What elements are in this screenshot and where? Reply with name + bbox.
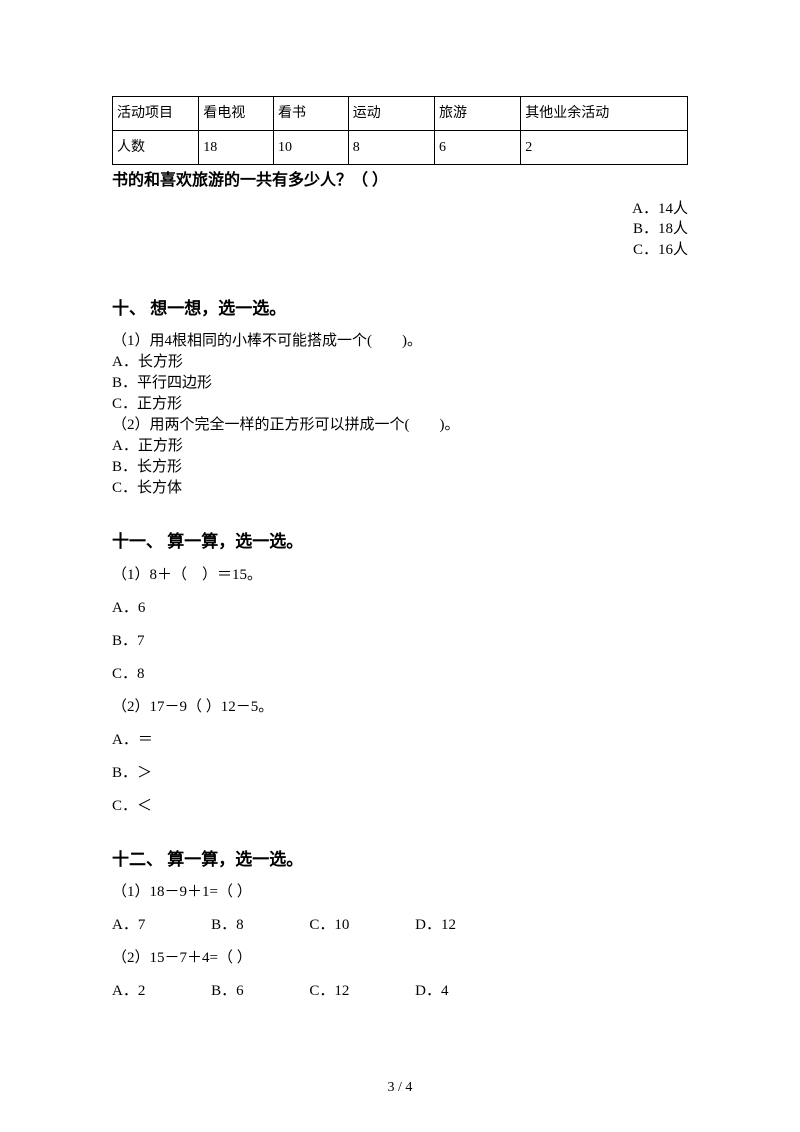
table-cell: 其他业余活动	[521, 97, 688, 131]
option-b: B．6	[211, 981, 244, 1002]
option-c: C．10	[309, 915, 349, 936]
section-10-title: 十、 想一想，选一选。	[112, 296, 688, 322]
question-text: （1）18－9＋1=（ ）	[112, 882, 688, 903]
option-b: B．7	[112, 631, 688, 652]
option-a: A．6	[112, 598, 688, 619]
question-text: （2）15－7＋4=（ ）	[112, 948, 688, 969]
table-cell: 2	[521, 131, 688, 165]
table-row: 活动项目 看电视 看书 运动 旅游 其他业余活动	[113, 97, 688, 131]
option-c: C．8	[112, 664, 688, 685]
answer-options: A．14人 B．18人 C．16人	[112, 199, 688, 260]
section-11-title: 十一、 算一算，选一选。	[112, 529, 688, 555]
option-c: C．12	[309, 981, 349, 1002]
table-cell: 18	[199, 131, 274, 165]
question-text: 书的和喜欢旅游的一共有多少人？（ ）	[112, 169, 688, 193]
option-a: A．2	[112, 981, 145, 1002]
table-cell: 10	[274, 131, 349, 165]
option-b: B．18人	[112, 219, 688, 239]
table-cell: 人数	[113, 131, 199, 165]
question-text: （2）用两个完全一样的正方形可以拼成一个( )。	[112, 415, 688, 436]
table-cell: 运动	[348, 97, 434, 131]
table-cell: 旅游	[435, 97, 521, 131]
option-b: B．平行四边形	[112, 373, 688, 394]
option-c: C．＜	[112, 796, 688, 817]
option-b: B．长方形	[112, 457, 688, 478]
option-a: A．14人	[112, 199, 688, 219]
table-cell: 活动项目	[113, 97, 199, 131]
section-12-title: 十二、 算一算，选一选。	[112, 847, 688, 873]
option-d: D．4	[415, 981, 448, 1002]
option-c: C．长方体	[112, 478, 688, 499]
table-cell: 6	[435, 131, 521, 165]
table-row: 人数 18 10 8 6 2	[113, 131, 688, 165]
section-11-body: （1）8＋（ ）＝15。 A．6 B．7 C．8 （2）17－9（ ）12－5。…	[112, 565, 688, 817]
table-cell: 看书	[274, 97, 349, 131]
question-text: （2）17－9（ ）12－5。	[112, 697, 688, 718]
option-b: B．＞	[112, 763, 688, 784]
activity-table: 活动项目 看电视 看书 运动 旅游 其他业余活动 人数 18 10 8 6 2	[112, 96, 688, 165]
page-number: 3 / 4	[0, 1077, 800, 1098]
option-c: C．正方形	[112, 394, 688, 415]
option-a: A．7	[112, 915, 145, 936]
option-c: C．16人	[112, 240, 688, 260]
section-10-body: （1）用4根相同的小棒不可能搭成一个( )。 A．长方形 B．平行四边形 C．正…	[112, 331, 688, 499]
option-a: A．长方形	[112, 352, 688, 373]
option-a: A．＝	[112, 730, 688, 751]
option-b: B．8	[211, 915, 244, 936]
option-a: A．正方形	[112, 436, 688, 457]
question-text: （1）8＋（ ）＝15。	[112, 565, 688, 586]
table-cell: 8	[348, 131, 434, 165]
option-d: D．12	[415, 915, 456, 936]
question-text: （1）用4根相同的小棒不可能搭成一个( )。	[112, 331, 688, 352]
section-12-body: （1）18－9＋1=（ ） A．7 B．8 C．10 D．12 （2）15－7＋…	[112, 882, 688, 1002]
table-cell: 看电视	[199, 97, 274, 131]
